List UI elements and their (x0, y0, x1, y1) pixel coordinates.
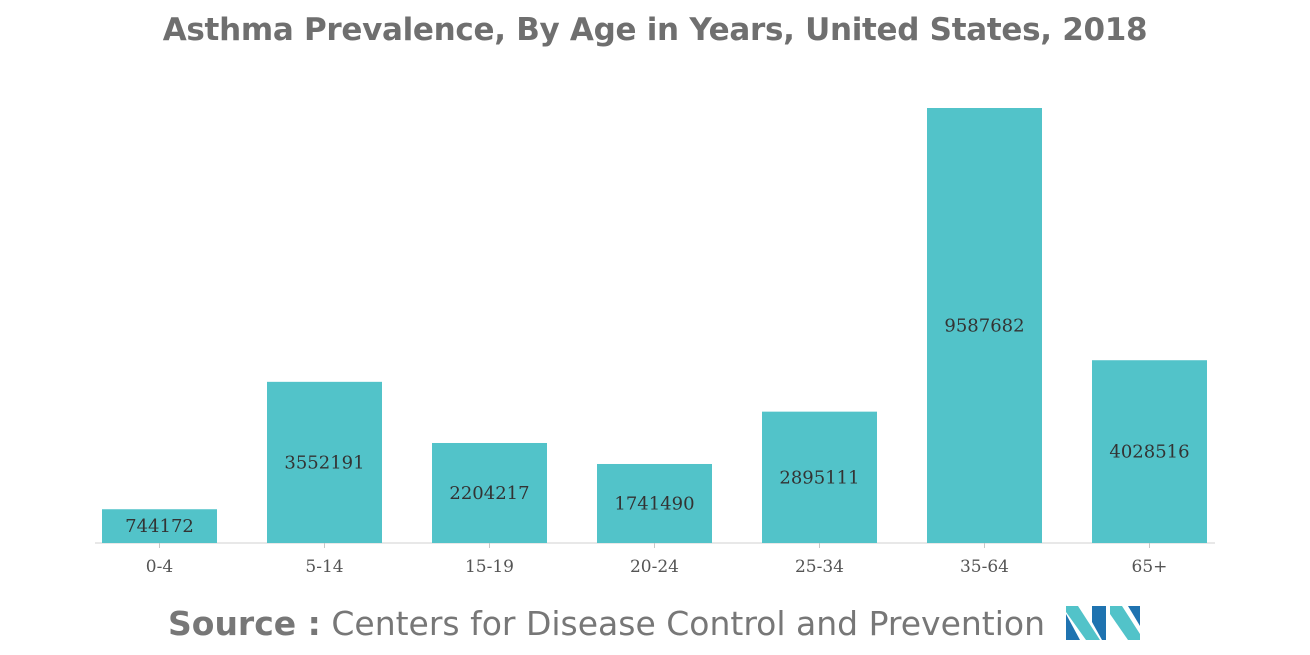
logo-right-dark-shape (1128, 606, 1140, 626)
logo-middle-shape (1092, 606, 1106, 640)
source-line: Source : Centers for Disease Control and… (168, 604, 1045, 643)
logo-left-dark-shape (1066, 614, 1080, 640)
x-tick-label: 15-19 (465, 557, 514, 577)
bar-15-19 (432, 442, 547, 543)
bar-value-label: 2895111 (779, 467, 859, 488)
bar-5-14 (267, 381, 382, 543)
source-prefix: Source : (168, 604, 321, 643)
bar-20-24 (597, 463, 712, 543)
bar-chart: 744172 0-4 3552191 5-14 2204217 15-19 1741490 2… (95, 108, 1215, 577)
bar-35-64 (927, 108, 1042, 543)
bar-0-4 (102, 509, 217, 543)
bar-value-label: 2204217 (449, 483, 529, 504)
bar-value-label: 4028516 (1109, 442, 1189, 463)
bar-65+ (1092, 360, 1207, 543)
logo-left-shape (1066, 606, 1100, 640)
x-tick-label: 65+ (1132, 557, 1168, 577)
bars-group: 744172 0-4 3552191 5-14 2204217 15-19 1741490 2… (102, 108, 1207, 577)
bar-value-label: 744172 (125, 516, 194, 537)
x-tick-label: 20-24 (630, 557, 679, 577)
x-tick-label: 5-14 (305, 557, 343, 577)
chart-title: Asthma Prevalence, By Age in Years, Unit… (162, 12, 1148, 48)
source-text: Centers for Disease Control and Preventi… (331, 604, 1046, 643)
x-tick-label: 25-34 (795, 557, 844, 577)
x-tick-label: 0-4 (146, 557, 173, 577)
bar-25-34 (762, 411, 877, 543)
bar-value-label: 9587682 (944, 316, 1024, 337)
mordor-intelligence-logo-icon (1066, 606, 1140, 640)
x-tick-label: 35-64 (960, 557, 1009, 577)
bar-value-label: 3552191 (284, 452, 364, 473)
logo-right-shape (1110, 606, 1140, 640)
bar-value-label: 1741490 (614, 493, 694, 514)
